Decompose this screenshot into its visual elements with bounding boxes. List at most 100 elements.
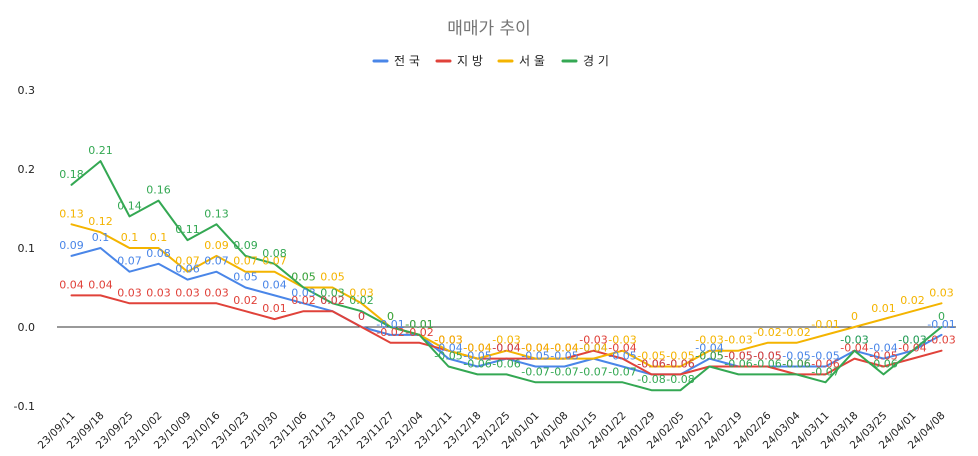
data-label: -0.04 xyxy=(463,342,491,355)
data-label: 0.11 xyxy=(175,223,200,236)
data-label: -0.03 xyxy=(434,334,462,347)
data-label: 0.05 xyxy=(233,271,258,284)
data-label: -0.05 xyxy=(463,350,491,363)
data-label: 0.01 xyxy=(871,302,896,315)
data-label: -0.06 xyxy=(463,357,491,370)
data-label: 0.02 xyxy=(320,294,345,307)
data-label: -0.05 xyxy=(753,350,781,363)
data-label: -0.02 xyxy=(376,326,404,339)
legend-item-서울[interactable]: 서 울 xyxy=(497,54,545,68)
data-label: -0.03 xyxy=(840,334,868,347)
data-label: 0.08 xyxy=(146,247,171,260)
data-label: 0.07 xyxy=(233,255,258,268)
data-label: -0.05 xyxy=(782,350,810,363)
legend-label: 서 울 xyxy=(519,54,545,68)
data-label: 0.07 xyxy=(262,255,287,268)
data-label: -0.07 xyxy=(608,365,636,378)
data-label: -0.06 xyxy=(666,357,694,370)
data-label: -0.06 xyxy=(782,357,810,370)
data-label: -0.03 xyxy=(898,334,926,347)
data-label: -0.03 xyxy=(927,334,955,347)
data-label: -0.05 xyxy=(666,350,694,363)
data-label: 0.05 xyxy=(291,271,316,284)
data-label: 0.03 xyxy=(117,286,142,299)
data-label: 0 xyxy=(851,310,858,323)
data-label: -0.07 xyxy=(550,365,578,378)
y-tick-label: 0.1 xyxy=(18,242,36,255)
data-label: 0 xyxy=(358,310,365,323)
data-label: -0.04 xyxy=(695,342,723,355)
data-label: 0.12 xyxy=(88,215,113,228)
data-label: -0.06 xyxy=(637,357,665,370)
data-label: -0.06 xyxy=(869,357,897,370)
data-label: -0.04 xyxy=(869,342,897,355)
legend-label: 경 기 xyxy=(583,54,609,68)
y-tick-label: 0.0 xyxy=(18,321,36,334)
data-label: -0.05 xyxy=(637,350,665,363)
data-label: -0.06 xyxy=(782,357,810,370)
data-label: -0.01 xyxy=(927,318,955,331)
data-label: -0.01 xyxy=(811,318,839,331)
data-label: -0.05 xyxy=(724,350,752,363)
legend-label: 전 국 xyxy=(394,54,420,68)
data-label: 0.07 xyxy=(175,255,200,268)
data-label: 0.02 xyxy=(900,294,925,307)
x-axis: 23/09/1123/09/1823/09/2523/10/0223/10/09… xyxy=(36,409,948,451)
data-labels: 0.090.10.070.080.060.070.050.040.030.020… xyxy=(59,144,955,386)
data-label: 0.02 xyxy=(320,294,345,307)
data-label: -0.03 xyxy=(898,334,926,347)
data-label: 0 xyxy=(387,310,394,323)
data-label: -0.06 xyxy=(666,357,694,370)
data-label: -0.04 xyxy=(579,342,607,355)
data-label: -0.04 xyxy=(898,342,926,355)
data-label: 0 xyxy=(387,310,394,323)
data-label: -0.07 xyxy=(579,365,607,378)
data-label: 0.02 xyxy=(349,294,374,307)
data-label: 0.09 xyxy=(59,239,84,252)
data-label: -0.04 xyxy=(463,342,491,355)
data-label: 0.07 xyxy=(117,255,142,268)
data-label: -0.05 xyxy=(753,350,781,363)
data-label: -0.01 xyxy=(405,318,433,331)
data-label: 0.16 xyxy=(146,184,171,197)
data-label: -0.04 xyxy=(550,342,578,355)
data-label: -0.03 xyxy=(579,334,607,347)
data-label: -0.02 xyxy=(782,326,810,339)
data-label: -0.01 xyxy=(405,318,433,331)
chart-title: 매매가 추이 xyxy=(447,19,531,39)
data-label: 0.13 xyxy=(59,207,84,220)
data-label: -0.05 xyxy=(724,350,752,363)
data-label: -0.06 xyxy=(492,357,520,370)
data-label: 0 xyxy=(938,310,945,323)
data-label: -0.04 xyxy=(521,342,549,355)
data-label: -0.04 xyxy=(840,342,868,355)
data-label: 0.03 xyxy=(349,286,374,299)
data-label: -0.05 xyxy=(608,350,636,363)
data-label: -0.07 xyxy=(521,365,549,378)
data-label: -0.03 xyxy=(695,334,723,347)
y-tick-label: -0.1 xyxy=(14,400,35,413)
legend-item-전국[interactable]: 전 국 xyxy=(372,54,420,68)
data-label: -0.04 xyxy=(434,342,462,355)
y-tick-label: 0.3 xyxy=(18,84,36,97)
data-label: -0.02 xyxy=(753,326,781,339)
data-label: 0.06 xyxy=(175,263,200,276)
legend-item-지방[interactable]: 지 방 xyxy=(435,54,483,68)
legend-item-경기[interactable]: 경 기 xyxy=(561,54,609,68)
data-label: 0.03 xyxy=(929,286,954,299)
data-label: 0.13 xyxy=(204,207,229,220)
data-label: 0.09 xyxy=(204,239,229,252)
data-label: 0.03 xyxy=(291,286,316,299)
data-label: 0.01 xyxy=(262,302,287,315)
y-axis: -0.1 0.0 0.1 0.2 0.3 xyxy=(14,84,956,413)
data-label: 0.08 xyxy=(262,247,287,260)
data-label: -0.03 xyxy=(724,334,752,347)
data-label: 0.1 xyxy=(150,231,168,244)
legend-label: 지 방 xyxy=(457,54,483,68)
data-label: -0.04 xyxy=(550,342,578,355)
data-label: 0.18 xyxy=(59,168,84,181)
data-label: -0.06 xyxy=(753,357,781,370)
data-label: 0.02 xyxy=(291,294,316,307)
